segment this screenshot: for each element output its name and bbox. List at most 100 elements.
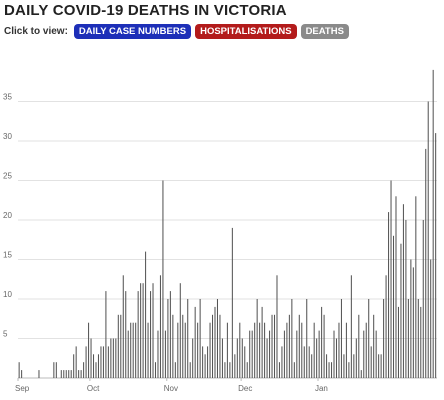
bar bbox=[261, 306, 263, 378]
deaths-button[interactable]: DEATHS bbox=[300, 24, 349, 39]
bar bbox=[335, 338, 338, 378]
bar bbox=[246, 362, 248, 378]
bar bbox=[38, 370, 40, 378]
y-axis-labels: 5 10 15 20 25 30 35 bbox=[3, 93, 12, 339]
y-tick-label: 25 bbox=[3, 172, 12, 181]
bar bbox=[301, 322, 303, 378]
bar bbox=[236, 338, 238, 378]
bar bbox=[73, 354, 75, 378]
bar bbox=[430, 259, 432, 378]
bar bbox=[420, 306, 422, 378]
bar bbox=[291, 299, 293, 378]
bar bbox=[120, 314, 122, 378]
bar bbox=[276, 275, 278, 378]
bar bbox=[402, 204, 404, 378]
bar bbox=[338, 322, 340, 378]
hospitalisations-button[interactable]: HOSPITALISATIONS bbox=[195, 24, 297, 39]
bar bbox=[105, 291, 107, 378]
bar bbox=[286, 322, 288, 378]
bar bbox=[390, 180, 392, 378]
bar bbox=[278, 362, 280, 378]
bar bbox=[383, 299, 385, 378]
bar bbox=[102, 346, 104, 378]
bar bbox=[90, 338, 92, 378]
bar bbox=[360, 370, 362, 378]
bar bbox=[85, 346, 87, 378]
bar bbox=[169, 291, 171, 378]
bar bbox=[259, 322, 261, 378]
y-tick-label: 15 bbox=[3, 251, 12, 260]
y-tick-label: 35 bbox=[3, 93, 12, 102]
bar bbox=[385, 275, 387, 378]
bar bbox=[164, 330, 166, 378]
bar bbox=[251, 330, 253, 378]
bar bbox=[328, 362, 330, 378]
bar bbox=[202, 346, 204, 378]
bar bbox=[55, 362, 57, 378]
x-tick-label: Jan bbox=[315, 384, 328, 393]
bar bbox=[241, 338, 243, 378]
y-tick-label: 10 bbox=[3, 290, 12, 299]
bar bbox=[378, 354, 380, 378]
bar bbox=[303, 346, 305, 378]
bar bbox=[432, 69, 434, 379]
bar bbox=[174, 362, 176, 378]
bar bbox=[95, 362, 97, 378]
bar bbox=[308, 346, 310, 378]
bar bbox=[368, 299, 370, 378]
bar bbox=[132, 322, 134, 378]
bar bbox=[365, 322, 367, 378]
bar bbox=[219, 314, 221, 378]
bar bbox=[345, 322, 347, 378]
bar bbox=[221, 338, 223, 378]
bars bbox=[18, 69, 437, 379]
bar bbox=[115, 338, 117, 378]
bar bbox=[296, 330, 298, 378]
bar bbox=[355, 338, 357, 378]
daily-case-numbers-button[interactable]: DAILY CASE NUMBERS bbox=[73, 24, 192, 39]
bar bbox=[167, 299, 169, 378]
bar bbox=[122, 275, 124, 378]
bar bbox=[343, 354, 345, 378]
bar bbox=[407, 299, 409, 378]
bar bbox=[353, 354, 355, 378]
bar bbox=[68, 370, 70, 378]
x-axis-labels: Sep Oct Nov Dec Jan bbox=[15, 378, 328, 393]
bar bbox=[187, 299, 189, 378]
view-selector-label: Click to view: bbox=[4, 26, 68, 37]
bar bbox=[150, 291, 152, 378]
x-tick-label: Nov bbox=[164, 384, 178, 393]
bar bbox=[388, 212, 390, 378]
bar bbox=[410, 259, 412, 378]
bar bbox=[159, 275, 161, 378]
bar bbox=[154, 362, 157, 378]
bar bbox=[331, 362, 333, 378]
bar bbox=[392, 235, 395, 378]
bar bbox=[239, 322, 241, 378]
bar bbox=[152, 283, 154, 378]
bar bbox=[207, 346, 209, 378]
bar bbox=[75, 346, 77, 378]
bar bbox=[199, 299, 201, 378]
bar bbox=[157, 330, 159, 378]
bar bbox=[254, 322, 256, 378]
bar bbox=[231, 227, 233, 378]
bar bbox=[350, 275, 352, 378]
bar bbox=[125, 291, 127, 378]
bar bbox=[264, 322, 266, 378]
bar bbox=[212, 314, 214, 378]
bar bbox=[405, 220, 407, 378]
bar bbox=[65, 370, 67, 378]
bar bbox=[427, 101, 429, 378]
bar bbox=[189, 362, 191, 378]
bar bbox=[21, 370, 23, 378]
bar bbox=[112, 338, 114, 378]
bar bbox=[333, 330, 335, 378]
bar bbox=[107, 346, 109, 378]
bar bbox=[249, 330, 251, 378]
bar bbox=[397, 306, 399, 378]
bar bbox=[321, 306, 323, 378]
chart-title: DAILY COVID-19 DEATHS IN VICTORIA bbox=[4, 2, 287, 19]
